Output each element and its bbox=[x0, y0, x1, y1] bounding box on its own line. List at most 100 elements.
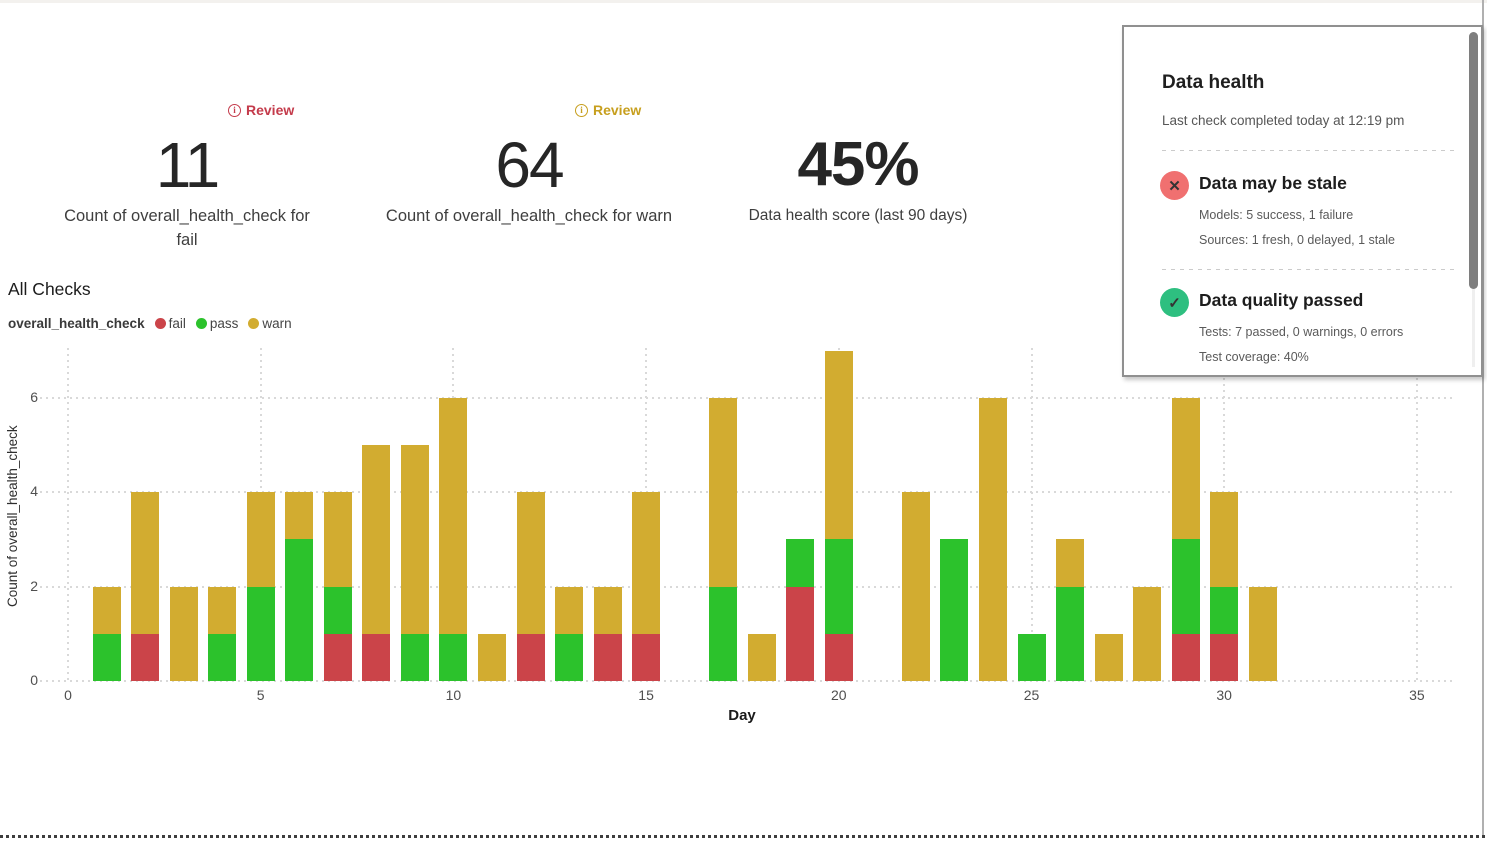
bar-day8-fail[interactable] bbox=[362, 633, 391, 681]
bar-day15-fail[interactable] bbox=[632, 633, 661, 681]
kpi-caption-fail: Count of overall_health_check for fail bbox=[64, 207, 310, 249]
bar-day2-warn[interactable] bbox=[131, 492, 160, 634]
grid-line-x-35 bbox=[1415, 348, 1418, 681]
tests-status-line: Tests: 7 passed, 0 warnings, 0 errors bbox=[1199, 325, 1404, 339]
bar-day29-fail[interactable] bbox=[1171, 633, 1200, 681]
stale-section-title: Data may be stale bbox=[1199, 173, 1347, 193]
info-icon: i bbox=[228, 103, 241, 117]
legend-label-fail: fail bbox=[168, 316, 186, 331]
bar-day9-pass[interactable] bbox=[400, 633, 429, 681]
x-tick-label-0: 0 bbox=[64, 687, 72, 703]
bar-day11-warn[interactable] bbox=[477, 633, 506, 681]
y-tick-label-6: 6 bbox=[30, 388, 38, 405]
bar-day5-pass[interactable] bbox=[246, 586, 275, 681]
bar-day29-warn[interactable] bbox=[1171, 397, 1200, 540]
legend-item-fail[interactable]: fail bbox=[154, 316, 186, 331]
bar-day26-pass[interactable] bbox=[1056, 586, 1084, 681]
kpi-card-fail: i Review 11 Count of overall_health_chec… bbox=[62, 102, 312, 252]
bar-day19-pass[interactable] bbox=[786, 539, 815, 587]
y-tick-label-2: 2 bbox=[30, 577, 38, 594]
chart-title: All Checks bbox=[8, 279, 91, 299]
bar-day13-warn[interactable] bbox=[555, 586, 583, 634]
x-tick-label-25: 25 bbox=[1023, 687, 1040, 703]
panel-last-check-text: Last check completed today at 12:19 pm bbox=[1162, 113, 1405, 128]
grid-line-y-4 bbox=[40, 491, 1455, 494]
legend-item-pass[interactable]: pass bbox=[195, 316, 239, 331]
bar-day25-pass[interactable] bbox=[1017, 633, 1046, 681]
bar-day20-warn[interactable] bbox=[824, 350, 853, 540]
check-icon: ✓ bbox=[1160, 288, 1189, 317]
bar-day7-pass[interactable] bbox=[323, 586, 352, 634]
bar-day20-pass[interactable] bbox=[824, 539, 853, 634]
bar-day3-warn[interactable] bbox=[169, 586, 198, 681]
kpi-card-warn: i Review 64 Count of overall_health_chec… bbox=[384, 102, 674, 228]
grid-line-x-0 bbox=[67, 348, 69, 681]
review-badge-warn[interactable]: i Review bbox=[575, 102, 641, 118]
bar-day17-warn[interactable] bbox=[709, 397, 738, 587]
review-badge-label: Review bbox=[593, 102, 642, 118]
bar-day18-warn[interactable] bbox=[747, 633, 776, 681]
review-badge-fail[interactable]: i Review bbox=[228, 102, 294, 118]
bar-day13-pass[interactable] bbox=[555, 633, 583, 681]
bar-day30-warn[interactable] bbox=[1210, 492, 1239, 587]
bottom-dashed-divider bbox=[0, 835, 1487, 838]
bar-day12-fail[interactable] bbox=[516, 633, 545, 681]
info-icon: i bbox=[575, 103, 588, 117]
grid-line-y-2 bbox=[40, 585, 1455, 588]
panel-scrollbar-thumb[interactable] bbox=[1469, 32, 1478, 289]
bar-day26-warn[interactable] bbox=[1056, 539, 1084, 587]
bar-day20-fail[interactable] bbox=[824, 633, 853, 681]
bar-day4-warn[interactable] bbox=[208, 586, 237, 634]
bar-day24-warn[interactable] bbox=[979, 397, 1007, 681]
bar-day1-warn[interactable] bbox=[92, 586, 121, 634]
bar-day1-pass[interactable] bbox=[92, 633, 121, 681]
quality-section-title: Data quality passed bbox=[1199, 290, 1364, 310]
bar-day14-fail[interactable] bbox=[593, 633, 622, 681]
x-tick-label-5: 5 bbox=[256, 687, 265, 703]
bar-day10-pass[interactable] bbox=[439, 633, 468, 681]
kpi-caption-warn: Count of overall_health_check for warn bbox=[385, 207, 673, 225]
bar-day10-warn[interactable] bbox=[439, 397, 468, 634]
legend-title: overall_health_check bbox=[8, 316, 145, 331]
bar-day7-fail[interactable] bbox=[323, 633, 352, 681]
grid-line-y-0 bbox=[40, 680, 1455, 682]
bar-day6-pass[interactable] bbox=[285, 539, 314, 681]
bar-day30-pass[interactable] bbox=[1210, 586, 1239, 634]
bar-day12-warn[interactable] bbox=[516, 492, 545, 634]
x-tick-label-20: 20 bbox=[831, 687, 847, 703]
bar-day5-warn[interactable] bbox=[246, 492, 275, 587]
sources-status-line: Sources: 1 fresh, 0 delayed, 1 stale bbox=[1199, 233, 1395, 247]
bar-day4-pass[interactable] bbox=[208, 633, 237, 681]
bar-day2-fail[interactable] bbox=[131, 633, 160, 681]
bar-day30-fail[interactable] bbox=[1210, 633, 1239, 681]
window-right-edge bbox=[1482, 0, 1484, 838]
y-tick-label-0: 0 bbox=[30, 672, 38, 688]
bar-day19-fail[interactable] bbox=[786, 586, 815, 681]
legend-label-pass: pass bbox=[209, 316, 239, 331]
bar-day8-warn[interactable] bbox=[362, 445, 391, 634]
bar-day22-warn[interactable] bbox=[901, 492, 930, 681]
bar-day7-warn[interactable] bbox=[323, 492, 352, 587]
bar-day17-pass[interactable] bbox=[709, 586, 738, 681]
kpi-value-warn: 64 bbox=[495, 129, 564, 201]
bar-day14-warn[interactable] bbox=[593, 586, 622, 634]
bar-day28-warn[interactable] bbox=[1133, 586, 1162, 681]
pass-dot-icon bbox=[195, 318, 207, 329]
bar-day29-pass[interactable] bbox=[1171, 539, 1200, 634]
bar-day23-pass[interactable] bbox=[940, 539, 969, 681]
error-x-icon: ✕ bbox=[1160, 171, 1189, 200]
bar-day27-warn[interactable] bbox=[1094, 633, 1123, 681]
bar-day15-warn[interactable] bbox=[632, 492, 661, 634]
bar-day31-warn[interactable] bbox=[1248, 586, 1277, 681]
bar-day6-warn[interactable] bbox=[285, 492, 314, 540]
data-health-panel: Data health Last check completed today a… bbox=[1122, 25, 1483, 377]
kpi-value-health-score: 45% bbox=[797, 130, 919, 199]
bar-day9-warn[interactable] bbox=[400, 445, 429, 634]
legend-label-warn: warn bbox=[262, 316, 292, 331]
models-status-line: Models: 5 success, 1 failure bbox=[1199, 208, 1354, 222]
x-tick-label-10: 10 bbox=[445, 687, 462, 703]
fail-dot-icon bbox=[154, 318, 166, 329]
legend-item-warn[interactable]: warn bbox=[248, 316, 292, 331]
